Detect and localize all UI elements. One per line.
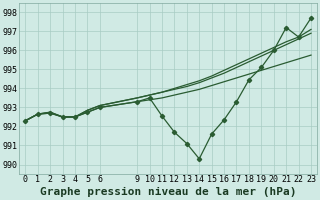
X-axis label: Graphe pression niveau de la mer (hPa): Graphe pression niveau de la mer (hPa): [40, 187, 296, 197]
